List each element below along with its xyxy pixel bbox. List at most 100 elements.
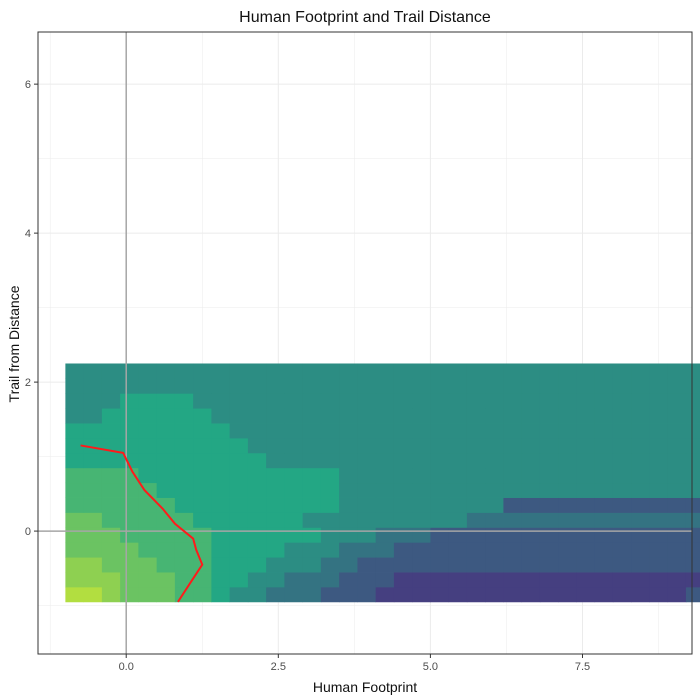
heatmap-tile <box>247 527 267 543</box>
heatmap-tile <box>83 527 103 543</box>
heatmap-tile <box>539 542 559 558</box>
heatmap-tile <box>466 482 486 498</box>
heatmap-tile <box>320 527 340 543</box>
heatmap-tile <box>612 482 632 498</box>
heatmap-tile <box>229 437 249 454</box>
heatmap-tile <box>576 452 596 469</box>
y-tick-label: 4 <box>25 228 31 240</box>
heatmap-tile <box>284 497 304 513</box>
heatmap-tile <box>138 542 158 558</box>
heatmap-tile <box>393 512 413 528</box>
heatmap-tile <box>65 393 85 409</box>
heatmap-tile <box>229 467 249 484</box>
heatmap-tile <box>393 586 413 603</box>
heatmap-tile <box>266 586 285 603</box>
heatmap-tile <box>412 437 431 454</box>
heatmap-tile <box>211 542 231 558</box>
heatmap-tile <box>485 557 504 573</box>
heatmap-tile <box>430 467 450 484</box>
heatmap-tile <box>247 542 267 558</box>
heatmap-tile <box>302 542 322 558</box>
heatmap-tile <box>266 542 285 558</box>
heatmap-tile <box>156 586 176 603</box>
heatmap-tile <box>576 542 596 558</box>
heatmap-tile <box>393 408 413 424</box>
heatmap-tile <box>667 557 687 573</box>
x-axis-label: Human Footprint <box>313 679 417 695</box>
heatmap-tile <box>266 512 285 528</box>
heatmap-tile <box>302 467 322 484</box>
heatmap-tile <box>247 512 267 528</box>
heatmap-tile <box>594 586 614 603</box>
heatmap-tile <box>229 557 249 573</box>
heatmap-tile <box>339 408 358 424</box>
heatmap-tile <box>685 467 700 484</box>
heatmap-tile <box>466 423 486 439</box>
heatmap-tile <box>211 408 231 424</box>
heatmap-tile <box>357 423 377 439</box>
heatmap-tile <box>558 467 577 484</box>
heatmap-tile <box>174 437 194 454</box>
heatmap-tile <box>448 497 468 513</box>
heatmap-tile <box>612 557 632 573</box>
heatmap-tile <box>503 437 523 454</box>
heatmap-tile <box>393 467 413 484</box>
heatmap-tile <box>393 542 413 558</box>
heatmap-tile <box>375 378 395 394</box>
heatmap-tile <box>83 363 103 379</box>
heatmap-tile <box>448 452 468 469</box>
heatmap-tile <box>302 557 322 573</box>
heatmap-tile <box>357 408 377 424</box>
heatmap-tile <box>284 408 304 424</box>
heatmap-tile <box>685 482 700 498</box>
heatmap-tile <box>685 542 700 558</box>
heatmap-tile <box>339 423 358 439</box>
heatmap-tile <box>101 482 121 498</box>
heatmap-tile <box>211 527 231 543</box>
heatmap-tile <box>83 452 103 469</box>
heatmap-tile <box>412 497 431 513</box>
heatmap-tile <box>357 378 377 394</box>
heatmap-tile <box>138 527 158 543</box>
heatmap-tile <box>466 527 486 543</box>
heatmap-tiles <box>65 363 700 603</box>
heatmap-tile <box>448 423 468 439</box>
heatmap-tile <box>284 527 304 543</box>
heatmap-tile <box>631 467 650 484</box>
heatmap-tile <box>430 393 450 409</box>
heatmap-tile <box>466 363 486 379</box>
heatmap-tile <box>375 557 395 573</box>
heatmap-tile <box>320 482 340 498</box>
heatmap-tile <box>631 482 650 498</box>
heatmap-tile <box>558 437 577 454</box>
heatmap-tile <box>174 467 194 484</box>
heatmap-tile <box>193 408 212 424</box>
heatmap-tile <box>685 363 700 379</box>
heatmap-tile <box>485 452 504 469</box>
heatmap-tile <box>448 527 468 543</box>
heatmap-tile <box>156 542 176 558</box>
heatmap-tile <box>138 423 158 439</box>
heatmap-tile <box>685 512 700 528</box>
heatmap-tile <box>558 482 577 498</box>
heatmap-tile <box>485 586 504 603</box>
heatmap-tile <box>101 467 121 484</box>
heatmap-tile <box>393 557 413 573</box>
heatmap-tile <box>685 423 700 439</box>
heatmap-tile <box>503 572 523 588</box>
heatmap-tile <box>612 437 632 454</box>
heatmap-tile <box>65 482 85 498</box>
heatmap-tile <box>649 497 669 513</box>
heatmap-tile <box>120 378 139 394</box>
heatmap-tile <box>120 363 139 379</box>
heatmap-tile <box>667 542 687 558</box>
heatmap-tile <box>539 467 559 484</box>
heatmap-tile <box>667 512 687 528</box>
heatmap-tile <box>393 482 413 498</box>
heatmap-tile <box>521 557 541 573</box>
heatmap-tile <box>430 527 450 543</box>
heatmap-tile <box>83 557 103 573</box>
heatmap-tile <box>521 437 541 454</box>
heatmap-tile <box>649 467 669 484</box>
heatmap-tile <box>539 363 559 379</box>
